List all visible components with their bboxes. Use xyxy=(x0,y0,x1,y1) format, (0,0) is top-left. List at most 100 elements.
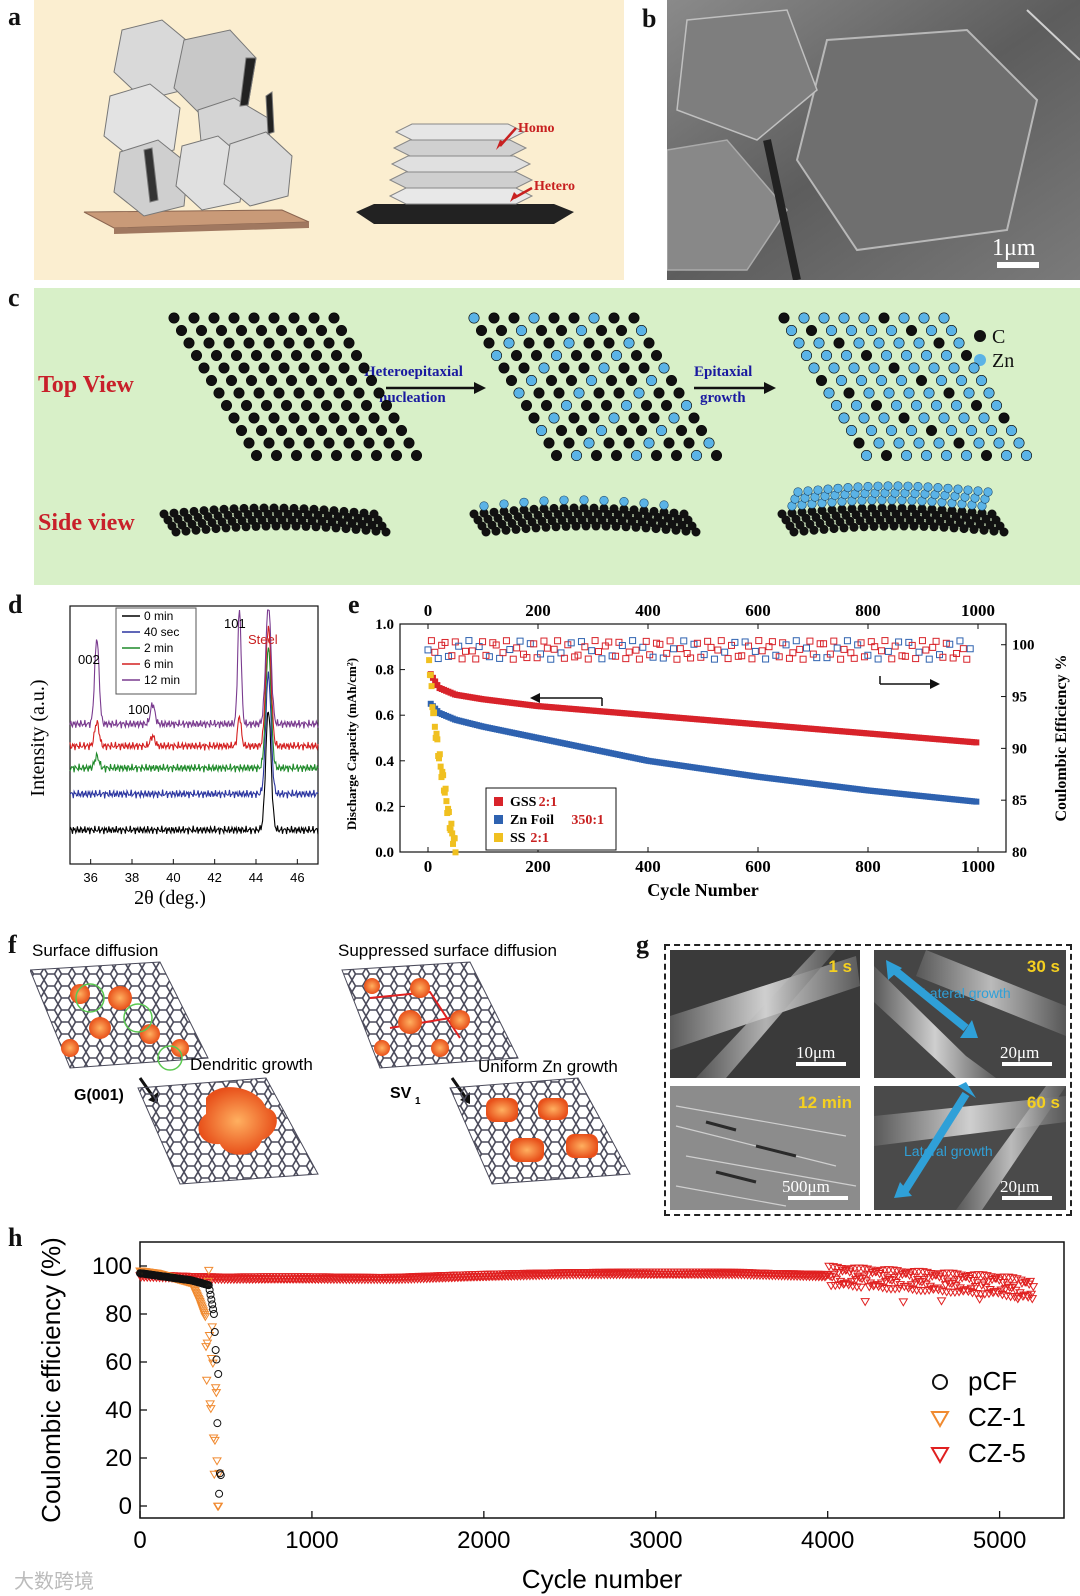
cz5-marker xyxy=(936,1297,947,1306)
ce-marker xyxy=(581,643,589,651)
cycling-legend-name: Zn Foil xyxy=(510,813,554,828)
lattice-atom xyxy=(1013,437,1025,449)
ce-legend-marker xyxy=(930,1411,950,1429)
ce-marker xyxy=(547,655,555,663)
diffusion-paths-left xyxy=(75,983,183,1071)
tile-time-4: 60 s xyxy=(1027,1093,1060,1112)
cz5-marker xyxy=(1006,1284,1017,1293)
panel-a-svg: Homo Hetero xyxy=(83,19,575,234)
lattice-atom xyxy=(243,337,255,349)
xrd-plot-frame xyxy=(69,605,319,865)
ce-marker xyxy=(554,637,562,645)
ce-marker xyxy=(745,642,753,650)
cycling-top-tick-label: 1000 xyxy=(961,601,995,620)
lattice-atom xyxy=(483,337,495,349)
hexagon-flake xyxy=(103,83,181,161)
lattice-atom xyxy=(673,387,685,399)
lattice-atom xyxy=(848,362,860,374)
cz5-marker xyxy=(893,1272,904,1281)
cz5-marker xyxy=(865,1279,876,1288)
lattice-atom xyxy=(625,375,637,387)
ce-marker xyxy=(448,652,456,660)
lattice-atom xyxy=(403,437,415,449)
side-zn-atom xyxy=(619,496,629,507)
lattice-atom xyxy=(793,337,805,349)
pcf-marker xyxy=(209,1310,218,1318)
lattice-atom xyxy=(610,349,622,361)
cz5-marker xyxy=(996,1286,1007,1295)
lattice-atom xyxy=(343,337,355,349)
lattice-atom xyxy=(923,387,935,399)
lattice-atom xyxy=(985,425,997,437)
xrd-legend-label: 6 min xyxy=(144,657,173,671)
ce-axes: 0 1000 2000 3000 4000 5000 0 20 40 60 80 100 xyxy=(92,1253,1026,1554)
cz5-marker xyxy=(954,1288,964,1297)
lattice-atom xyxy=(650,450,662,462)
lattice-atom xyxy=(960,349,972,361)
lattice-atom xyxy=(873,337,885,349)
lattice-atom xyxy=(920,450,932,462)
side-atom xyxy=(381,527,391,537)
g001-label: G(001) xyxy=(74,1087,124,1104)
lattice-atom xyxy=(198,362,210,374)
xrd-tick-label: 42 xyxy=(207,870,221,885)
cz5-marker xyxy=(1010,1286,1021,1296)
fiber-streak xyxy=(675,1105,847,1137)
lattice-atom xyxy=(570,349,582,361)
ce-data xyxy=(135,1262,1039,1511)
lattice-atom xyxy=(575,324,587,336)
side-atom xyxy=(829,524,839,534)
cz5-marker xyxy=(874,1270,885,1279)
cz1-marker xyxy=(212,1457,222,1466)
ce-marker xyxy=(748,655,756,663)
cz5-marker xyxy=(934,1273,945,1282)
ce-marker xyxy=(826,650,834,658)
cycling-y-right-tick-label: 90 xyxy=(1012,741,1027,757)
lattice-atom xyxy=(350,349,362,361)
lattice-atom xyxy=(310,349,322,361)
xrd-x-ticks: 36 38 40 42 44 46 xyxy=(83,859,305,885)
cz5-marker xyxy=(829,1270,840,1280)
ce-legend-label: pCF xyxy=(968,1366,1017,1396)
lattice-atom xyxy=(635,324,647,336)
pcf-marker xyxy=(205,1286,214,1294)
lattice-atom xyxy=(960,450,972,462)
lattice-atom xyxy=(570,450,582,462)
ce-marker xyxy=(857,639,865,647)
lattice-atom xyxy=(835,375,847,387)
ce-marker xyxy=(714,646,722,654)
cz5-marker xyxy=(946,1279,957,1289)
lattice-atom xyxy=(315,324,327,336)
lattice-atom xyxy=(475,324,487,336)
cycling-x-tick-label: 400 xyxy=(635,857,661,876)
ce-y-tick-label: 0 xyxy=(119,1493,132,1520)
capacity-marker xyxy=(437,763,444,770)
lattice-atom xyxy=(528,312,540,324)
side-atom xyxy=(651,524,661,534)
lattice-atom xyxy=(948,362,960,374)
ce-marker xyxy=(758,647,766,655)
cz5-marker xyxy=(835,1277,846,1287)
side-atom xyxy=(321,522,331,532)
ce-marker xyxy=(666,637,674,645)
lattice-atom xyxy=(860,450,872,462)
lattice-atom xyxy=(933,337,945,349)
xrd-traces xyxy=(69,609,319,836)
lattice-atom xyxy=(350,450,362,462)
lattice-atom xyxy=(630,450,642,462)
lattice-atom xyxy=(533,387,545,399)
lattice-atom xyxy=(243,437,255,449)
ce-marker xyxy=(799,655,807,663)
lattice-atom xyxy=(263,337,275,349)
ce-plot-frame xyxy=(139,1241,1065,1519)
lattice-atom xyxy=(880,450,892,462)
ce-marker xyxy=(598,655,606,663)
lattice-atom xyxy=(863,387,875,399)
scale-label-3: 500μm xyxy=(782,1177,830,1196)
ce-marker xyxy=(584,655,592,663)
cycling-x-tick-label: 600 xyxy=(745,857,771,876)
ce-marker xyxy=(441,638,449,646)
cycling-y-right-tick-label: 95 xyxy=(1012,690,1027,706)
panel-label-b: b xyxy=(642,4,657,33)
side-atom xyxy=(271,521,281,531)
